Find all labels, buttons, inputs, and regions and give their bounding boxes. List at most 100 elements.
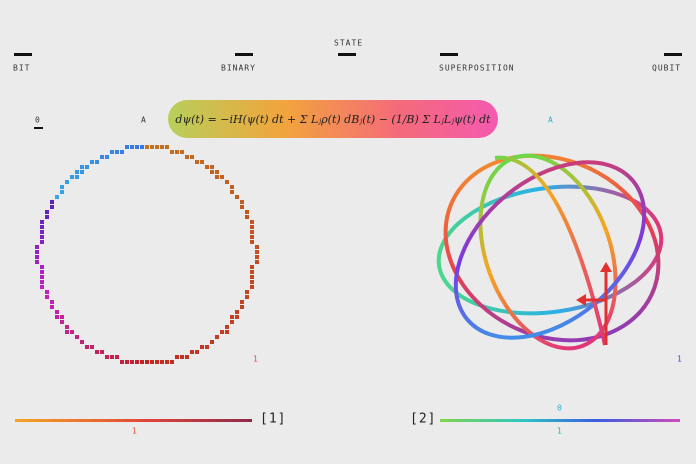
label: QUBIT <box>652 64 681 73</box>
pixel <box>145 145 149 149</box>
label: 1 <box>253 355 259 364</box>
pixel <box>55 195 59 199</box>
scale-bar <box>15 419 252 422</box>
pixel <box>235 310 239 314</box>
label: A <box>141 116 147 125</box>
pixel <box>240 200 244 204</box>
pixel <box>40 265 44 269</box>
pixel <box>205 165 209 169</box>
pixel <box>60 320 64 324</box>
pixel <box>245 290 249 294</box>
pixel <box>80 165 84 169</box>
bloch-sphere <box>436 153 664 351</box>
pixel <box>50 300 54 304</box>
pixel <box>240 300 244 304</box>
pixel <box>150 360 154 364</box>
pixel <box>240 205 244 209</box>
pixel <box>120 150 124 154</box>
pixel <box>130 145 134 149</box>
pixel <box>165 145 169 149</box>
pixel <box>40 275 44 279</box>
pixel <box>35 255 39 259</box>
label: STATE <box>334 39 363 48</box>
label: 1 <box>132 427 138 436</box>
pixel <box>140 145 144 149</box>
pixel <box>40 270 44 274</box>
pixel <box>80 170 84 174</box>
pixel <box>90 160 94 164</box>
pixel <box>70 175 74 179</box>
pixel <box>200 160 204 164</box>
pixel <box>165 360 169 364</box>
pixel <box>160 145 164 149</box>
pixel <box>235 315 239 319</box>
pixel <box>115 355 119 359</box>
pixel <box>50 205 54 209</box>
pixel <box>185 355 189 359</box>
pixel <box>50 305 54 309</box>
pixel <box>185 155 189 159</box>
pixel <box>65 330 69 334</box>
pixel <box>230 315 234 319</box>
pixel <box>250 270 254 274</box>
pixel <box>75 170 79 174</box>
pixel <box>135 360 139 364</box>
pixel <box>200 345 204 349</box>
pixel <box>230 185 234 189</box>
pixel <box>255 255 259 259</box>
pixel <box>230 320 234 324</box>
pixel <box>60 315 64 319</box>
pixel <box>45 210 49 214</box>
index: [2] <box>410 412 436 427</box>
pixel <box>95 350 99 354</box>
pixel <box>40 285 44 289</box>
label: SUPERPOSITION <box>439 64 515 73</box>
pixel <box>145 360 149 364</box>
equation: dψ(t) = −iH(ψ(t) dt + Σ Lⱼρ(t) dBⱼ(t) − … <box>175 113 491 126</box>
pixel <box>255 250 259 254</box>
pixel <box>190 350 194 354</box>
pixel <box>220 175 224 179</box>
pixel <box>235 195 239 199</box>
pixel <box>250 280 254 284</box>
pixel <box>215 170 219 174</box>
pixel <box>45 295 49 299</box>
pixel <box>250 275 254 279</box>
pixel <box>215 335 219 339</box>
label: 1 <box>677 355 683 364</box>
pixel <box>35 260 39 264</box>
pixel <box>140 360 144 364</box>
pixel <box>40 225 44 229</box>
pixel <box>155 360 159 364</box>
pixel <box>105 155 109 159</box>
pixel <box>225 330 229 334</box>
pixel <box>195 160 199 164</box>
pixel <box>250 265 254 269</box>
pixel <box>40 240 44 244</box>
pixel <box>55 310 59 314</box>
pixel <box>180 355 184 359</box>
pixel <box>175 150 179 154</box>
pixel <box>40 280 44 284</box>
pixel <box>250 220 254 224</box>
pixel <box>250 240 254 244</box>
pixel <box>245 295 249 299</box>
pixel <box>65 180 69 184</box>
pixel <box>110 355 114 359</box>
pixel <box>125 360 129 364</box>
pixel <box>160 360 164 364</box>
pixel <box>225 325 229 329</box>
label: 0 <box>557 404 563 413</box>
pixel <box>135 145 139 149</box>
pixel <box>80 340 84 344</box>
pixel <box>125 145 129 149</box>
pixel <box>205 345 209 349</box>
pixel <box>210 340 214 344</box>
pixel <box>245 210 249 214</box>
equation-pill <box>168 100 498 138</box>
index: [1] <box>260 412 286 427</box>
pixel <box>250 235 254 239</box>
pixel <box>240 305 244 309</box>
pixel <box>90 345 94 349</box>
pixel <box>255 260 259 264</box>
